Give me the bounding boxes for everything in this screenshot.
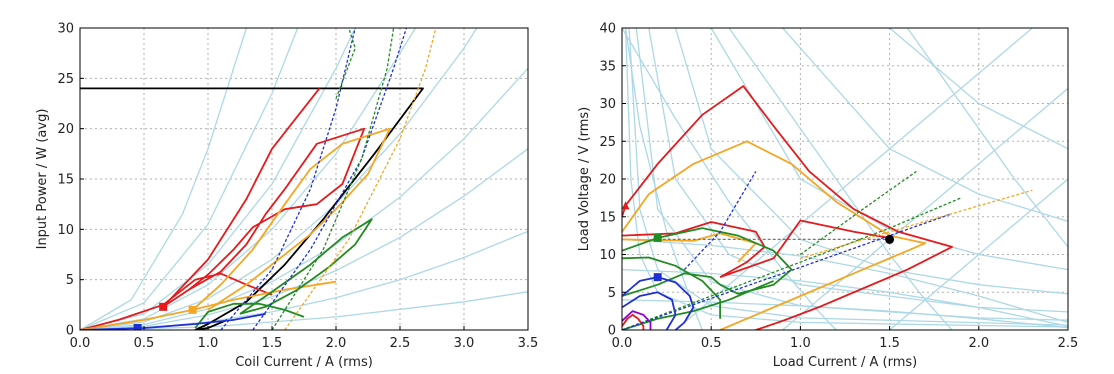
y-tick-label: 0 <box>608 324 616 339</box>
x-tick-label: 0.5 <box>701 336 722 351</box>
plot-content <box>622 28 1068 330</box>
y-tick-label: 10 <box>57 223 74 238</box>
background-curve <box>782 87 1068 330</box>
y-tick-label: 5 <box>608 286 616 301</box>
y-tick-label: 15 <box>57 173 74 188</box>
background-curve <box>906 28 1068 248</box>
y-axis-label: Input Power / W (avg) <box>35 109 50 250</box>
series-line <box>622 140 927 330</box>
y-tick-label: 25 <box>57 72 74 87</box>
grid <box>622 28 1068 330</box>
y-tick-label: 5 <box>66 273 74 288</box>
series-line <box>622 213 953 330</box>
series-line <box>80 280 337 330</box>
point-marker <box>622 201 630 210</box>
series-line <box>192 127 391 311</box>
input-power-vs-coil-current-chart: 0.0 0.5 1.0 1.5 2.0 2.5 3.0 3.5 0 5 10 15 20 25 30 Coil… <box>35 22 538 371</box>
x-tick-label: 1.5 <box>262 336 283 351</box>
series-line <box>239 218 373 315</box>
background-curve <box>622 268 1068 327</box>
series-line <box>622 276 695 330</box>
point-marker <box>653 233 662 242</box>
series-line <box>252 28 408 330</box>
y-tick-label: 30 <box>57 22 74 37</box>
background-curve <box>622 238 1068 324</box>
x-tick-label: 0.0 <box>70 336 91 351</box>
series-line <box>220 28 356 330</box>
x-tick-label: 2.5 <box>390 336 411 351</box>
series-line <box>719 219 890 278</box>
x-tick-label: 2.5 <box>1058 336 1079 351</box>
y-tick-label: 25 <box>599 135 616 150</box>
point-marker <box>159 302 168 311</box>
background-curve <box>648 28 1068 313</box>
background-curve <box>710 28 1068 271</box>
series-line <box>271 28 395 330</box>
series-line <box>194 302 305 329</box>
y-tick-label: 30 <box>599 97 616 112</box>
background-curve <box>728 28 953 330</box>
background-curve <box>80 67 528 330</box>
y-tick-label: 40 <box>599 22 616 37</box>
y-tick-label: 0 <box>66 324 74 339</box>
point-marker <box>653 273 662 282</box>
series-line <box>800 170 917 256</box>
x-tick-label: 0.0 <box>612 336 633 351</box>
load-voltage-vs-load-current-chart: 0.0 0.5 1.0 1.5 2.0 2.5 0 5 10 15 20 25 30 35 40 Load C… <box>577 22 1078 371</box>
background-curve <box>80 28 416 330</box>
background-curve <box>675 28 1033 330</box>
background-curve <box>782 28 1068 222</box>
x-tick-label: 2.0 <box>326 336 347 351</box>
x-tick-label: 1.5 <box>879 336 900 351</box>
background-curve <box>622 299 1068 329</box>
x-axis-label: Load Current / A (rms) <box>773 355 918 370</box>
background-curve <box>80 28 299 330</box>
background-curve <box>889 178 1068 330</box>
x-tick-label: 3.5 <box>518 336 539 351</box>
background-curve <box>80 28 356 330</box>
y-tick-label: 10 <box>599 248 616 263</box>
x-tick-label: 1.0 <box>198 336 219 351</box>
series-line <box>622 280 774 330</box>
series-line <box>622 310 652 330</box>
series-line <box>622 85 953 330</box>
series-line <box>162 87 321 308</box>
series-line <box>622 314 645 330</box>
series-line <box>80 313 266 330</box>
y-axis-label: Load Voltage / V (rms) <box>577 107 592 251</box>
series-line <box>162 127 366 308</box>
background-curve <box>80 28 248 330</box>
series-line <box>335 28 356 99</box>
background-curve <box>80 291 528 330</box>
y-tick-label: 35 <box>599 59 616 74</box>
x-tick-label: 3.0 <box>454 336 475 351</box>
point-marker <box>188 305 197 314</box>
y-tick-label: 20 <box>599 173 616 188</box>
x-tick-label: 2.0 <box>968 336 989 351</box>
series-line <box>284 28 437 330</box>
y-tick-label: 15 <box>599 210 616 225</box>
series-line <box>622 272 721 297</box>
point-marker <box>133 323 142 330</box>
point-marker <box>885 234 895 244</box>
plot-content <box>80 28 528 330</box>
background-curve <box>628 28 1068 326</box>
background-curve <box>635 28 1068 321</box>
background-curve <box>622 28 837 330</box>
series-line <box>622 232 757 263</box>
grid <box>80 28 528 330</box>
x-axis-label: Coil Current / A (rms) <box>235 355 373 370</box>
background-curve <box>674 28 1068 295</box>
series-line <box>683 171 757 271</box>
background-curve <box>80 148 528 330</box>
background-curve <box>889 28 1068 150</box>
series-line <box>622 291 677 330</box>
x-tick-label: 1.0 <box>790 336 811 351</box>
x-tick-label: 0.5 <box>134 336 155 351</box>
background-curve <box>624 28 703 330</box>
series-line <box>800 189 1033 259</box>
series-line <box>622 197 962 330</box>
y-tick-label: 20 <box>57 122 74 137</box>
